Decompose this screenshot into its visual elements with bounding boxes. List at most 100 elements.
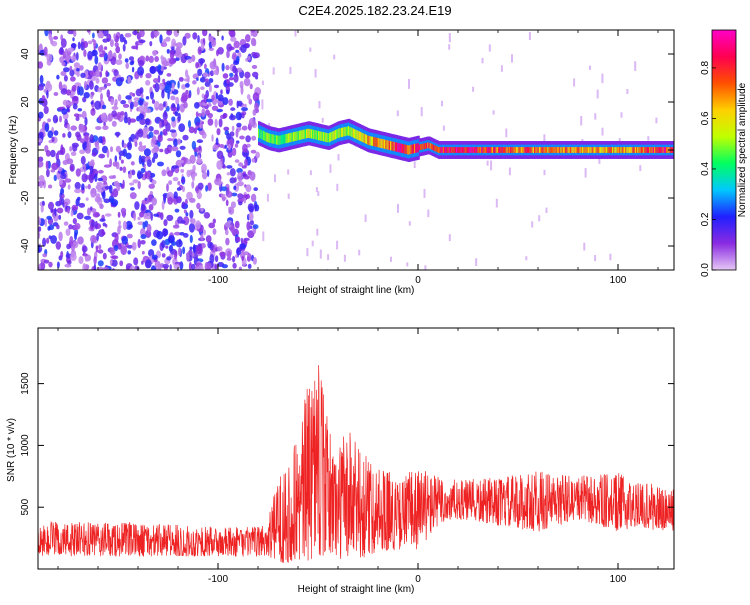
spectrogram-noise-cell [237, 181, 244, 187]
spectrogram-noise-cell [114, 244, 119, 252]
spectrogram-noise-cell [119, 166, 123, 171]
spectrogram-noise-cell [38, 160, 44, 168]
spectrogram-noise-cell [182, 134, 189, 141]
spectrogram-noise-cell [160, 212, 164, 221]
spectrogram-noise-cell [100, 112, 107, 123]
spectrogram-noise-cell [48, 201, 54, 210]
spectrogram-noise-cell [139, 99, 144, 106]
spectrogram-ridge-cell [385, 139, 388, 150]
spectrogram-noise-cell [245, 184, 252, 193]
spectrogram-noise-cell [127, 76, 132, 84]
spectrogram-noise-cell [220, 89, 223, 95]
spectrogram-ridge-cell [392, 141, 395, 151]
spectrogram-noise-cell [186, 252, 190, 262]
spectrogram-noise-cell [232, 262, 237, 269]
spectrogram-noise-cell [247, 230, 255, 239]
spectrogram-noise-cell [63, 75, 68, 82]
spectrogram-ridge-cell [362, 133, 365, 143]
spectrogram-noise-cell [229, 131, 235, 137]
spectrogram-ridge-cell [528, 147, 531, 153]
spectrogram-ridge-cell [303, 129, 306, 139]
spectrogram-ridge-cell [379, 138, 382, 148]
spectrogram-noise-cell [122, 212, 126, 218]
spectrogram-noise-cell [247, 55, 251, 61]
spectrogram-ridge-cell [604, 147, 607, 153]
spectrogram-ridge-cell [639, 147, 642, 153]
spectrogram-ridge-cell [340, 127, 343, 138]
spectrogram-noise-cell [215, 137, 219, 146]
colorbar-tick-label: 0.2 [700, 212, 711, 226]
spectrogram-ridge-cell [315, 130, 318, 140]
spectrogram-noise-cell [598, 157, 601, 164]
spectrogram-noise-cell [127, 250, 131, 255]
spectrogram-noise-cell [138, 39, 146, 44]
spectrogram-noise-cell [119, 260, 124, 267]
spectrogram-noise-cell [129, 182, 135, 186]
spectrogram-ridge-cell [578, 147, 581, 153]
spectrogram-noise-cell [173, 231, 181, 236]
spectrogram-ridge-cell [573, 147, 576, 153]
spectrogram-noise-cell [67, 30, 75, 35]
spectrogram-noise-cell [218, 177, 222, 188]
spectrogram-noise-cell [76, 67, 80, 72]
spectrogram-ridge-cell [328, 133, 331, 143]
spectrogram-noise-cell [144, 118, 151, 126]
spectrogram-noise-cell [177, 112, 181, 122]
spectrogram-noise-cell [114, 233, 119, 243]
spectrogram-noise-cell [230, 201, 236, 209]
spectrogram-ridge-cell [417, 143, 420, 153]
spectrogram-noise-cell [129, 265, 136, 270]
spectrogram-noise-cell [151, 179, 157, 185]
spectrogram-noise-cell [119, 111, 125, 116]
spectrogram-noise-cell [221, 264, 228, 269]
spectrogram-noise-cell [197, 35, 200, 43]
spectrogram-noise-cell [153, 129, 160, 135]
spectrogram-ridge-cell [607, 147, 610, 153]
spectrogram-noise-cell [124, 39, 128, 45]
spectrogram-noise-cell [140, 204, 147, 214]
spectrogram-ridge-cell [276, 135, 279, 145]
spectrogram-ridge-cell [655, 147, 658, 153]
spectrogram-noise-cell [358, 249, 361, 256]
spectrogram-noise-cell [315, 187, 318, 192]
spectrogram-noise-cell [84, 215, 92, 220]
spectrogram-noise-cell [108, 195, 115, 203]
snr-frame [37, 327, 675, 570]
spectrogram-noise-cell [62, 51, 66, 59]
spectrogram-noise-cell [97, 62, 102, 71]
spectrogram-ridge-cell [470, 147, 473, 153]
spectrogram-noise-cell [44, 122, 49, 133]
spectrogram-ridge-cell [298, 130, 301, 140]
spectrogram-noise-cell [243, 77, 251, 87]
spectrogram-noise-cell [207, 112, 213, 119]
spectrogram-noise-cell [364, 214, 367, 222]
spectrogram-ridge-cell [500, 147, 503, 153]
spectrogram-ridge-cell [363, 133, 366, 143]
spectrogram-noise-cell [200, 233, 204, 242]
spectrogram-noise-cell [122, 220, 127, 231]
spectrogram-ridge-cell [576, 147, 579, 153]
spectrogram-noise-cell [141, 199, 148, 205]
spectrogram-ridge-cell [598, 147, 601, 153]
spectrogram-noise-cell [222, 73, 229, 79]
spectrogram-ridge-cell [628, 147, 631, 153]
spectrogram-noise-cell [127, 116, 131, 126]
spectrogram-noise-cell [472, 86, 475, 92]
spectrogram-noise-cell [138, 60, 145, 67]
spectrogram-noise-cell [423, 188, 426, 198]
spectrogram-noise-cell [124, 58, 129, 63]
spectrogram-ridge-cell [367, 135, 370, 145]
spectrogram-noise-cell [133, 257, 139, 266]
spectrogram-ridge-cell [495, 147, 498, 153]
spectrogram-ridge-cell [297, 131, 300, 141]
spectrogram-noise-cell [162, 228, 168, 237]
spectrogram-noise-cell [191, 181, 195, 189]
colorbar-label: Normalized spectral amplitude [737, 82, 748, 217]
spectrogram-noise-cell [185, 89, 189, 94]
spectrogram-noise-cell [171, 82, 175, 92]
spectrogram-noise-cell [251, 135, 257, 141]
spectrogram-ridge-cell [454, 147, 457, 153]
spectrogram-noise-cell [72, 144, 78, 152]
spectrogram-noise-cell [174, 250, 178, 260]
spectrogram-noise-cell [129, 169, 132, 179]
